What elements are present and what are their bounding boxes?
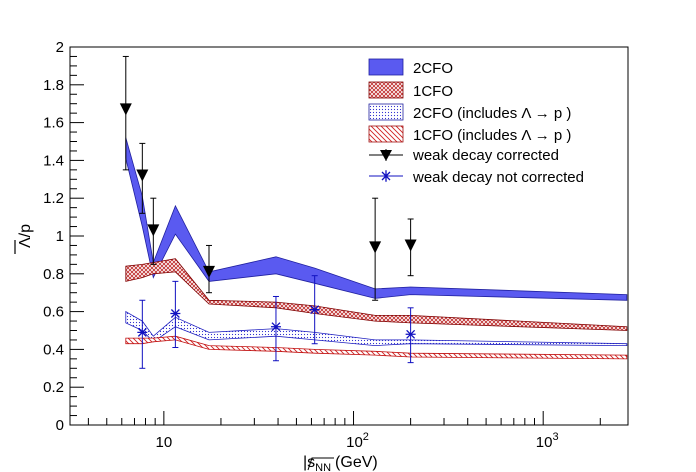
- point-triangle-5: [404, 239, 417, 252]
- legend: 2CFO 1CFO 2CFO (includes Λ → p ) 1CFO (i…: [368, 58, 584, 186]
- y-axis-title: Λ/p: [14, 224, 34, 254]
- axes: 0 0.2 0.4 0.6 0.8 1 1.2 1.4 1.6 1.8 2 10 102 103: [43, 39, 601, 451]
- x-tick-label: 102: [346, 431, 369, 451]
- legend-swatch-2cfo: [368, 58, 404, 76]
- x-axis-label: |sNN (GeV): [303, 454, 378, 472]
- y-tick-label: 1: [56, 228, 64, 245]
- legend-label-1cfo-incl: 1CFO (includes Λ → p ): [413, 127, 571, 144]
- x-axis-label-sub: NN: [315, 462, 331, 472]
- band-1: [125, 258, 628, 331]
- y-tick-label: 1.6: [43, 115, 64, 132]
- sqrt-icon: [307, 457, 334, 471]
- point-triangle-4: [369, 241, 382, 254]
- x-axis-title: |sNN (GeV): [303, 454, 378, 472]
- point-star-4: [405, 329, 416, 339]
- y-tick-label: 1.8: [43, 77, 64, 94]
- x-axis-label-unit: (GeV): [335, 454, 378, 471]
- point-triangle-3: [203, 265, 216, 278]
- legend-label-1cfo: 1CFO: [413, 83, 453, 100]
- legend-label-not-corrected: weak decay not corrected: [412, 169, 584, 186]
- point-star-2: [270, 322, 281, 332]
- point-triangle-0: [119, 103, 132, 116]
- band-2: [125, 310, 628, 347]
- y-tick-label: 0: [56, 417, 64, 434]
- legend-swatch-1cfo-incl: [368, 125, 404, 143]
- legend-swatch-2cfo-incl: [368, 103, 404, 121]
- legend-marker-triangle: [369, 149, 403, 161]
- y-tick-label: 1.4: [43, 152, 64, 169]
- x-tick-label: 103: [536, 431, 559, 451]
- y-tick-label: 0.6: [43, 304, 64, 321]
- plot-area: 0 0.2 0.4 0.6 0.8 1 1.2 1.4 1.6 1.8 2 10 102 103: [43, 39, 629, 451]
- point-triangle-1: [136, 169, 149, 182]
- y-tick-label: 0.2: [43, 379, 64, 396]
- x-tick-label: 10: [156, 434, 173, 451]
- y-axis-label: Λ/p: [17, 224, 34, 248]
- y-tick-label: 1.2: [43, 190, 64, 207]
- legend-label-2cfo-incl: 2CFO (includes Λ → p ): [413, 105, 571, 122]
- point-triangle-2: [147, 224, 160, 237]
- y-tick-label: 2: [56, 39, 64, 56]
- point-star-3: [309, 305, 320, 315]
- legend-marker-star: [369, 170, 403, 182]
- x-axis-label-sym: s: [307, 454, 315, 471]
- y-tick-label: 0.8: [43, 266, 64, 283]
- y-tick-label: 0.4: [43, 341, 64, 358]
- band-3: [125, 335, 628, 360]
- bands: [125, 137, 628, 360]
- point-star-0: [137, 327, 148, 337]
- markers: [119, 55, 417, 369]
- legend-swatch-1cfo: [368, 81, 404, 99]
- point-star-1: [170, 309, 181, 318]
- x-axis-label-prefix: |: [303, 454, 307, 471]
- legend-label-corrected: weak decay corrected: [412, 147, 559, 164]
- legend-label-2cfo: 2CFO: [413, 60, 453, 77]
